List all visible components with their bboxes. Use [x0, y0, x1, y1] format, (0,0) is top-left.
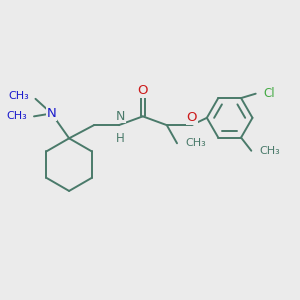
Text: CH₃: CH₃ — [185, 138, 206, 148]
Text: CH₃: CH₃ — [8, 92, 29, 101]
Text: H: H — [116, 132, 125, 145]
Text: CH₃: CH₃ — [7, 111, 28, 122]
Text: Cl: Cl — [263, 87, 275, 100]
Text: CH₃: CH₃ — [260, 146, 280, 156]
Text: O: O — [138, 84, 148, 98]
Text: N: N — [116, 110, 125, 123]
Text: N: N — [47, 107, 56, 120]
Text: O: O — [186, 111, 197, 124]
